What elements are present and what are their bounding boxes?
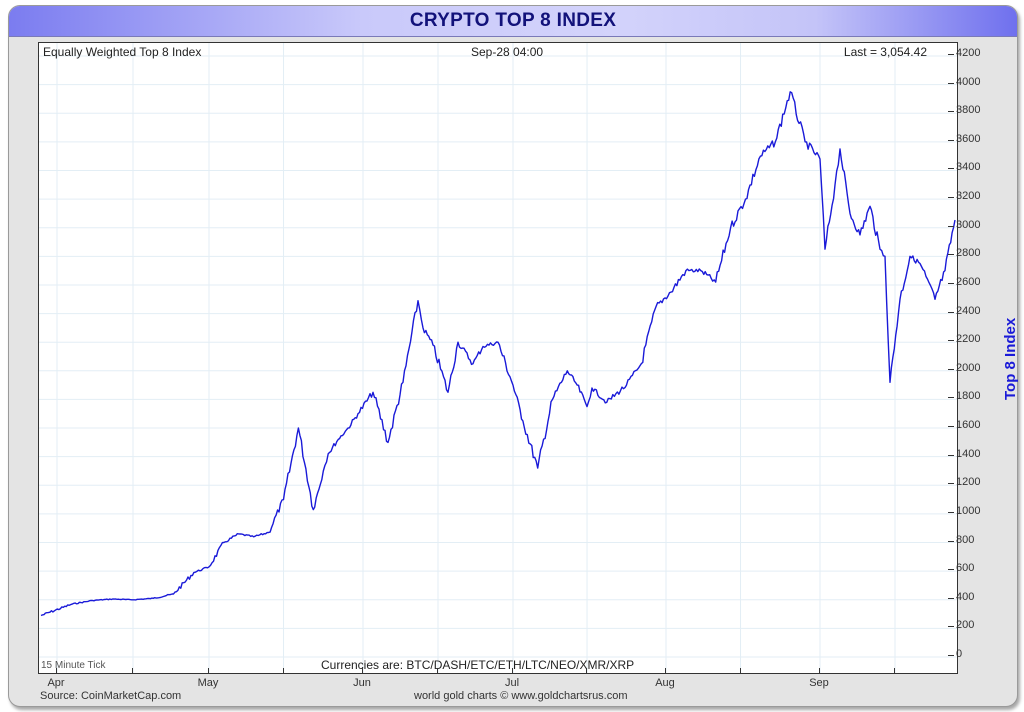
- y-tick-label: 2000: [947, 361, 981, 374]
- x-tick-label: Apr: [47, 677, 65, 689]
- y-tick-label: 1200: [947, 476, 981, 489]
- last-value: Last = 3,054.42: [843, 45, 927, 59]
- currencies-label: Currencies are: BTC/DASH/ETC/ETH/LTC/NEO…: [321, 658, 635, 672]
- x-tick-mark: [586, 668, 588, 674]
- timestamp: Sep-28 04:00: [471, 45, 544, 59]
- y-tick-label: 400: [947, 590, 975, 603]
- tick-interval-label: 15 Minute Tick: [41, 660, 106, 671]
- y-tick-label: 2400: [947, 304, 981, 317]
- x-tick-label: Jul: [504, 677, 520, 689]
- x-tick-label: Aug: [655, 677, 675, 689]
- y-tick-label: 3200: [947, 190, 981, 203]
- x-tick-mark: [362, 668, 363, 674]
- x-tick-mark: [282, 668, 284, 674]
- x-tick-mark: [665, 668, 666, 674]
- y-tick-label: 2200: [947, 333, 981, 346]
- y-tick-label: 3800: [947, 104, 981, 117]
- x-tick-mark: [739, 668, 741, 674]
- title-bar: CRYPTO TOP 8 INDEX: [9, 6, 1017, 37]
- x-tick-label: Jun: [353, 677, 371, 689]
- x-tick-label: May: [197, 677, 219, 689]
- y-tick-label: 600: [947, 562, 975, 575]
- y-tick-label: 1400: [947, 447, 981, 460]
- y-tick-label: 3000: [947, 218, 981, 231]
- x-tick-mark: [208, 668, 209, 674]
- y-tick-label: 200: [947, 619, 975, 632]
- y-tick-label: 0: [947, 648, 963, 660]
- x-tick-mark: [819, 668, 820, 674]
- chart-title: CRYPTO TOP 8 INDEX: [409, 10, 617, 31]
- y-tick-label: 4200: [947, 47, 981, 59]
- source-note: Source: CoinMarketCap.com: [40, 690, 182, 702]
- line-chart: [39, 43, 957, 673]
- y-tick-label: 2800: [947, 247, 981, 260]
- y-tick-label: 1000: [947, 504, 981, 517]
- plot-area: Equally Weighted Top 8 Index Sep-28 04:0…: [38, 42, 958, 674]
- x-tick-mark: [894, 668, 895, 674]
- index-line: [40, 91, 956, 617]
- y-tick-label: 3400: [947, 161, 981, 174]
- series-label: Equally Weighted Top 8 Index: [43, 45, 202, 59]
- x-tick-mark: [56, 668, 57, 674]
- x-tick-label: Sep: [809, 677, 829, 689]
- y-tick-label: 4000: [947, 75, 981, 88]
- x-tick-mark: [437, 668, 438, 674]
- y-axis-label: Top 8 Index: [1002, 317, 1019, 400]
- y-tick-label: 3600: [947, 132, 981, 145]
- y-tick-label: 1800: [947, 390, 981, 403]
- y-tick-label: 1600: [947, 419, 981, 432]
- y-tick-label: 2600: [947, 275, 981, 288]
- x-tick-mark: [512, 668, 513, 674]
- x-tick-mark: [132, 668, 133, 674]
- credit-note: world gold charts © www.goldchartsrus.co…: [414, 690, 628, 702]
- y-tick-label: 800: [947, 533, 975, 546]
